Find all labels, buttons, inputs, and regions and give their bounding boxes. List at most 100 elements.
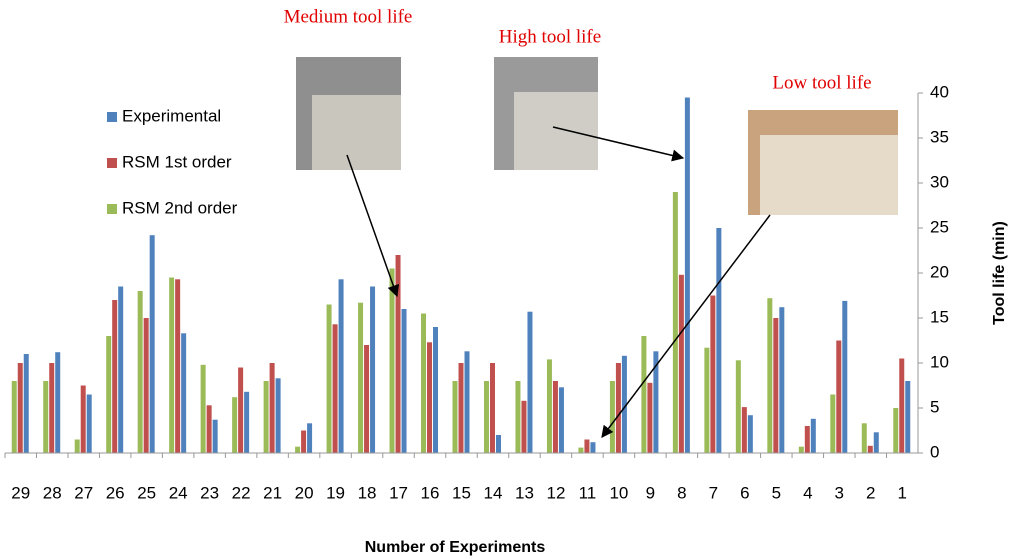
bar — [169, 278, 174, 454]
bar — [138, 291, 143, 453]
bar — [459, 363, 464, 453]
x-tick-label: 16 — [421, 483, 440, 502]
bar — [213, 420, 218, 453]
bar — [396, 255, 401, 453]
bar — [390, 269, 395, 454]
bar — [433, 327, 438, 453]
bar — [81, 386, 86, 454]
bar — [490, 363, 495, 453]
bar — [710, 296, 715, 454]
x-tick-label: 17 — [389, 483, 408, 502]
y-tick-label: 20 — [930, 262, 949, 281]
bar — [773, 318, 778, 453]
bar — [301, 431, 306, 454]
legend-swatch — [107, 204, 117, 214]
bar — [364, 345, 369, 453]
x-tick-label: 1 — [898, 483, 907, 502]
bar — [893, 408, 898, 453]
bar — [862, 423, 867, 453]
bar — [43, 381, 48, 453]
bar — [24, 354, 29, 453]
bar — [704, 348, 709, 453]
x-tick-label: 3 — [835, 483, 844, 502]
bar — [427, 342, 432, 453]
bar — [899, 359, 904, 454]
bar — [767, 298, 772, 453]
annotation: Low tool life — [772, 72, 871, 93]
bar — [55, 352, 60, 453]
x-tick-label: 18 — [358, 483, 377, 502]
x-tick-label: 23 — [200, 483, 219, 502]
bar — [578, 448, 583, 453]
bar — [150, 235, 155, 453]
bar — [238, 368, 243, 454]
y-tick-label: 10 — [930, 352, 949, 371]
bar — [181, 333, 186, 453]
bar — [716, 228, 721, 453]
bar — [527, 312, 532, 453]
bar — [521, 401, 526, 453]
bar — [75, 440, 80, 454]
y-tick-label: 15 — [930, 307, 949, 326]
x-tick-label: 19 — [326, 483, 345, 502]
bar — [673, 192, 678, 453]
bar — [590, 442, 595, 453]
x-tick-label: 27 — [74, 483, 93, 502]
x-tick-label: 13 — [515, 483, 534, 502]
bar — [112, 300, 117, 453]
bar — [232, 397, 237, 453]
legend-swatch — [107, 158, 117, 168]
bar — [647, 383, 652, 453]
y-tick-label: 40 — [930, 82, 949, 101]
legend-swatch — [107, 112, 117, 122]
bar — [748, 415, 753, 453]
x-tick-label: 9 — [646, 483, 655, 502]
bar — [12, 381, 17, 453]
y-tick-label: 35 — [930, 127, 949, 146]
bar — [559, 387, 564, 453]
bar — [836, 341, 841, 454]
bar — [799, 447, 804, 453]
y-tick-label: 5 — [930, 397, 939, 416]
bar — [106, 336, 111, 453]
bar — [358, 303, 363, 453]
x-tick-label: 2 — [866, 483, 875, 502]
bar — [868, 446, 873, 453]
bar — [402, 309, 407, 453]
chart: Medium tool life High tool life Low tool… — [0, 0, 1013, 559]
x-tick-label: 22 — [232, 483, 251, 502]
bar — [616, 363, 621, 453]
x-tick-label: 15 — [452, 483, 471, 502]
bar — [264, 381, 269, 453]
y-tick-label: 0 — [930, 442, 939, 461]
x-tick-label: 26 — [106, 483, 125, 502]
x-tick-label: 29 — [11, 483, 30, 502]
x-tick-label: 11 — [579, 483, 597, 502]
bar — [201, 365, 206, 453]
bar — [295, 447, 300, 453]
bar — [421, 314, 426, 454]
bar — [307, 423, 312, 453]
bar — [830, 395, 835, 454]
x-tick-label: 4 — [803, 483, 812, 502]
x-tick-label: 24 — [169, 483, 188, 502]
bar — [641, 336, 646, 453]
bar — [905, 381, 910, 453]
y-tick-label: 30 — [930, 172, 949, 191]
photo-medium-insert — [312, 95, 401, 170]
bar — [276, 378, 281, 453]
x-tick-label: 5 — [772, 483, 781, 502]
bar — [811, 419, 816, 453]
bar — [553, 381, 558, 453]
x-tick-label: 20 — [295, 483, 314, 502]
annotation: High tool life — [499, 26, 601, 47]
bar — [547, 359, 552, 453]
bar — [874, 432, 879, 453]
bar — [679, 275, 684, 453]
bar — [49, 363, 54, 453]
bar — [685, 98, 690, 454]
x-tick-label: 25 — [137, 483, 156, 502]
x-tick-label: 14 — [484, 483, 503, 502]
bar — [496, 435, 501, 453]
legend-label: Experimental — [122, 106, 221, 125]
